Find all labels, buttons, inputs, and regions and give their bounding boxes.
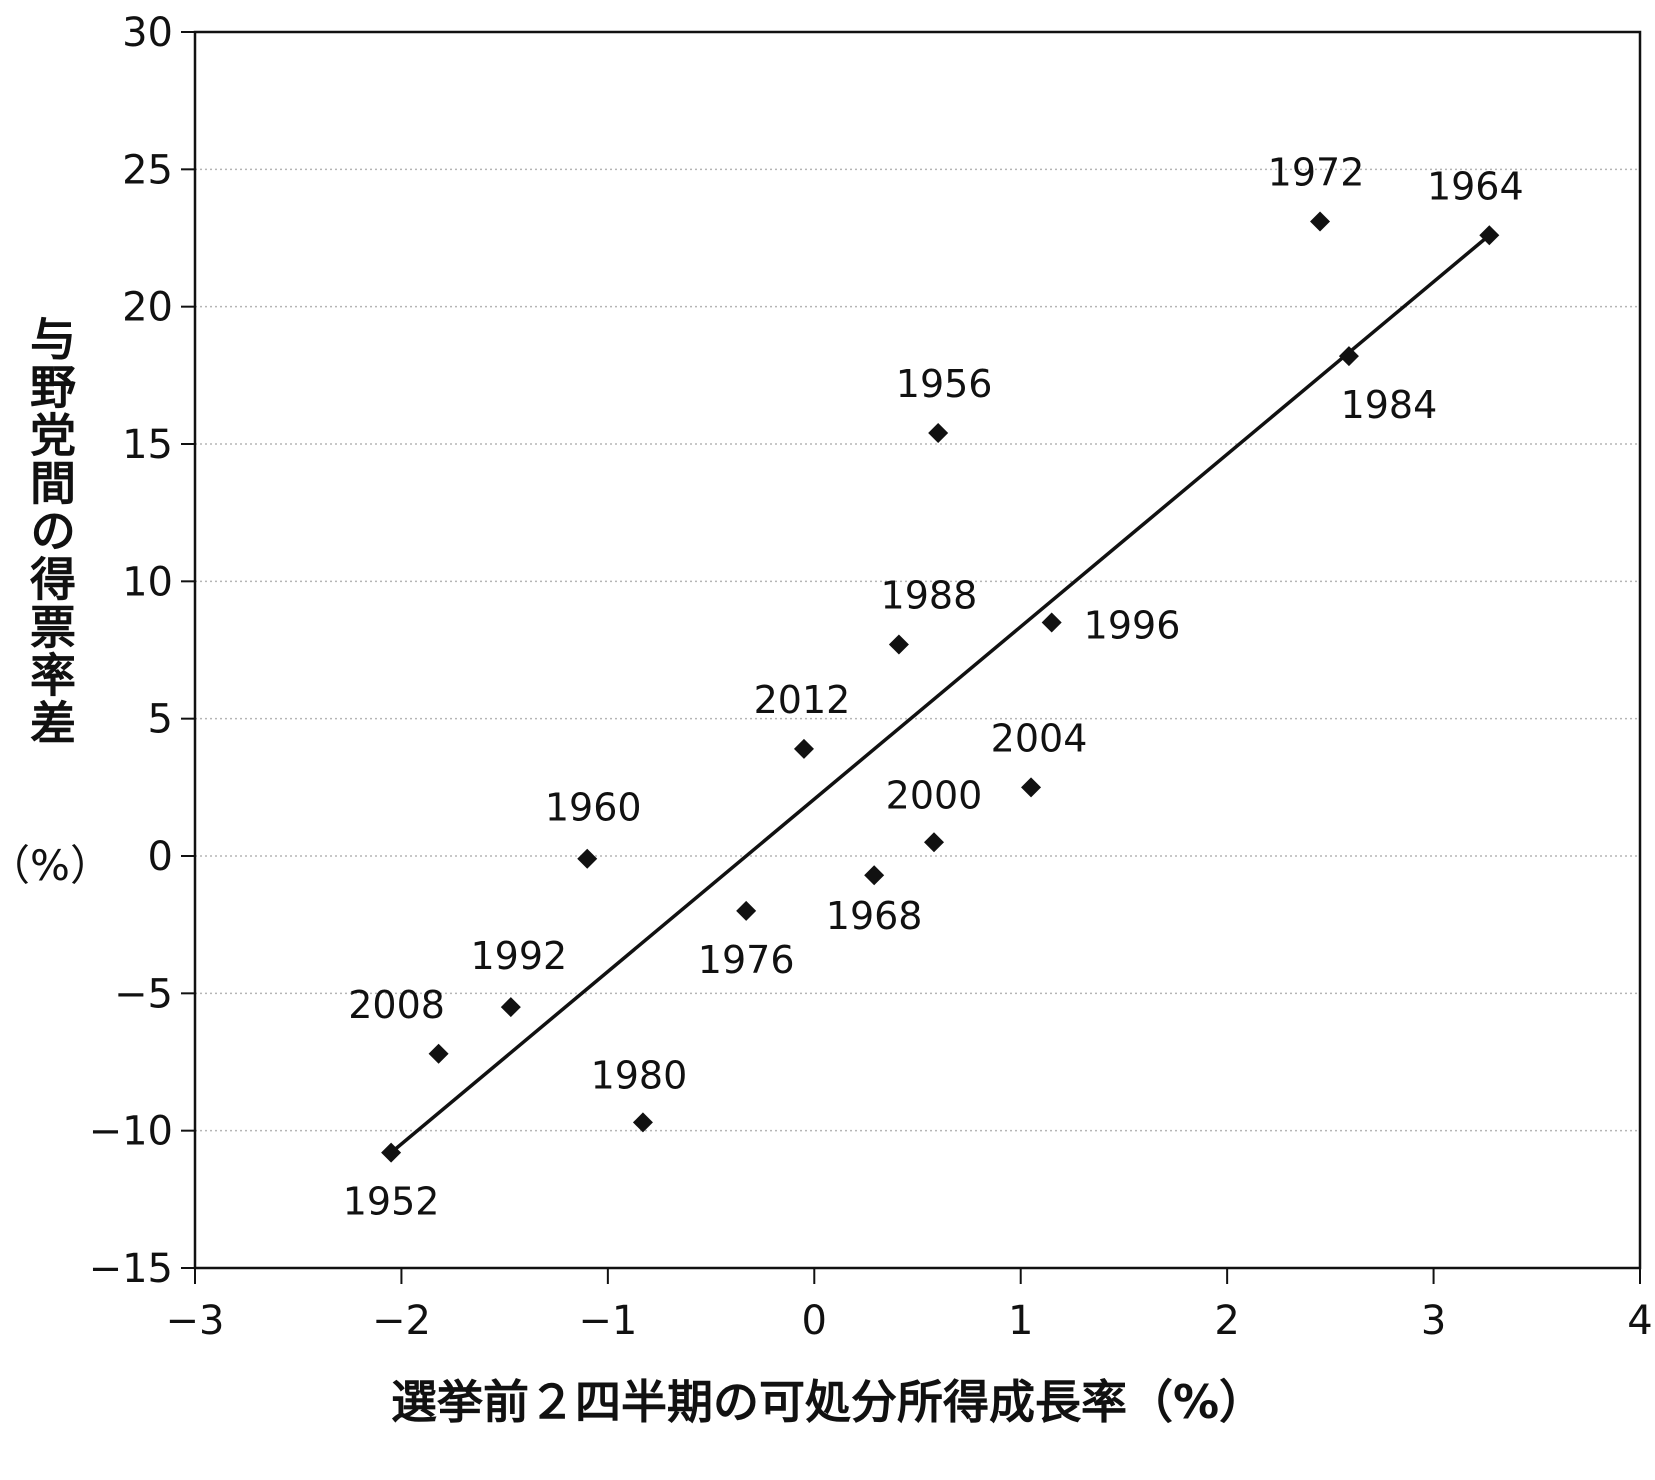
point-label-2008: 2008 <box>348 983 445 1027</box>
data-point-2008 <box>428 1043 449 1064</box>
point-label-1988: 1988 <box>881 574 978 618</box>
x-tick-label: −1 <box>578 1298 637 1344</box>
x-tick-label: 0 <box>802 1298 827 1344</box>
data-point-1980 <box>632 1112 653 1133</box>
data-point-1996 <box>1041 612 1062 633</box>
data-point-1964 <box>1479 225 1500 246</box>
plot-frame <box>193 30 1642 1270</box>
x-tick-label: 1 <box>1008 1298 1033 1344</box>
y-tick-label: 15 <box>122 422 173 468</box>
point-label-2000: 2000 <box>886 773 983 817</box>
data-point-1984 <box>1338 346 1359 367</box>
data-point-2004 <box>1021 777 1042 798</box>
point-label-2004: 2004 <box>991 716 1088 760</box>
x-tick-label: 4 <box>1627 1298 1652 1344</box>
data-point-1952 <box>381 1142 402 1163</box>
point-label-1956: 1956 <box>896 362 993 406</box>
data-points <box>381 211 1500 1163</box>
x-tick-label: −2 <box>372 1298 431 1344</box>
y-tick-label: −5 <box>114 971 173 1017</box>
point-label-1960: 1960 <box>545 786 642 830</box>
x-tick-label: −3 <box>166 1298 225 1344</box>
data-point-1988 <box>888 634 909 655</box>
y-axis-unit: （%） <box>0 841 112 890</box>
y-tick-label: 20 <box>122 285 173 331</box>
point-label-1996: 1996 <box>1084 604 1181 648</box>
trendline <box>389 233 1491 1154</box>
point-label-1976: 1976 <box>698 938 795 982</box>
y-axis-title: 与野党間の得票率差 <box>23 315 77 747</box>
y-tick-label: 10 <box>122 559 173 605</box>
data-point-1976 <box>736 900 757 921</box>
y-tick-label: −15 <box>89 1246 173 1292</box>
y-tick-label: 25 <box>122 147 173 193</box>
point-label-2012: 2012 <box>754 678 851 722</box>
data-point-2012 <box>793 738 814 759</box>
gridlines <box>195 168 1640 1132</box>
data-point-1968 <box>864 865 885 886</box>
data-point-2000 <box>924 832 945 853</box>
data-point-1972 <box>1310 211 1331 232</box>
y-tick-label: −10 <box>89 1109 173 1155</box>
data-point-1956 <box>928 423 949 444</box>
y-tick-label: 0 <box>148 834 173 880</box>
point-label-1968: 1968 <box>826 894 923 938</box>
point-label-1972: 1972 <box>1268 151 1365 195</box>
point-label-1984: 1984 <box>1341 383 1438 427</box>
y-tick-label: 30 <box>122 10 173 56</box>
point-labels: 1952 2008 1992 1960 1980 1976 2012 1968 1988 2000… <box>343 151 1524 1224</box>
data-point-1960 <box>577 848 598 869</box>
x-tick-label: 3 <box>1421 1298 1446 1344</box>
x-axis-title: 選挙前２四半期の可処分所得成長率（%） <box>391 1375 1265 1429</box>
trendline-layer <box>389 233 1491 1154</box>
y-tick-label: 5 <box>148 697 173 743</box>
point-label-1952: 1952 <box>343 1180 440 1224</box>
data-point-1992 <box>500 997 521 1018</box>
point-label-1992: 1992 <box>470 934 567 978</box>
x-tick-label: 2 <box>1214 1298 1239 1344</box>
point-label-1964: 1964 <box>1427 164 1524 208</box>
point-label-1980: 1980 <box>591 1053 688 1097</box>
